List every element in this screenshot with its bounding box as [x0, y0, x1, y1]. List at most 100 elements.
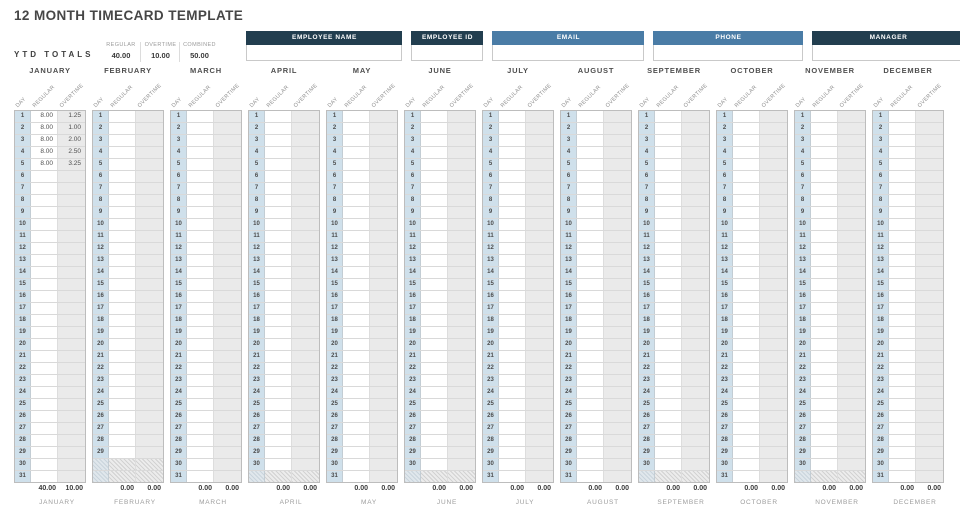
- regular-cell[interactable]: [421, 423, 448, 434]
- regular-cell[interactable]: [499, 387, 526, 398]
- regular-cell[interactable]: [265, 171, 292, 182]
- overtime-cell[interactable]: [58, 447, 85, 458]
- regular-cell[interactable]: [265, 159, 292, 170]
- overtime-cell[interactable]: [370, 399, 397, 410]
- overtime-cell[interactable]: [760, 255, 787, 266]
- overtime-cell[interactable]: [526, 411, 553, 422]
- regular-cell[interactable]: [265, 267, 292, 278]
- regular-cell[interactable]: [343, 459, 370, 470]
- overtime-cell[interactable]: [916, 387, 943, 398]
- overtime-cell[interactable]: [58, 279, 85, 290]
- regular-cell[interactable]: [889, 351, 916, 362]
- regular-cell[interactable]: [31, 471, 58, 482]
- overtime-cell[interactable]: [838, 267, 865, 278]
- overtime-cell[interactable]: [136, 363, 163, 374]
- regular-cell[interactable]: [187, 219, 214, 230]
- regular-cell[interactable]: [655, 411, 682, 422]
- regular-cell[interactable]: [109, 243, 136, 254]
- overtime-cell[interactable]: [838, 447, 865, 458]
- regular-cell[interactable]: [577, 231, 604, 242]
- overtime-cell[interactable]: [760, 123, 787, 134]
- regular-cell[interactable]: [577, 279, 604, 290]
- overtime-cell[interactable]: [916, 315, 943, 326]
- regular-cell[interactable]: [421, 459, 448, 470]
- overtime-cell[interactable]: [448, 303, 475, 314]
- overtime-cell[interactable]: [838, 135, 865, 146]
- overtime-cell[interactable]: [604, 375, 631, 386]
- regular-cell[interactable]: [577, 183, 604, 194]
- regular-cell[interactable]: [733, 315, 760, 326]
- regular-cell[interactable]: [109, 399, 136, 410]
- overtime-cell[interactable]: [604, 399, 631, 410]
- regular-cell[interactable]: [265, 315, 292, 326]
- overtime-cell[interactable]: [370, 375, 397, 386]
- overtime-cell[interactable]: [214, 111, 241, 122]
- regular-cell[interactable]: [655, 183, 682, 194]
- regular-cell[interactable]: [889, 423, 916, 434]
- overtime-cell[interactable]: [682, 351, 709, 362]
- regular-cell[interactable]: [889, 447, 916, 458]
- regular-cell[interactable]: [811, 279, 838, 290]
- overtime-cell[interactable]: [292, 351, 319, 362]
- regular-cell[interactable]: [109, 423, 136, 434]
- regular-cell[interactable]: [811, 147, 838, 158]
- overtime-cell[interactable]: [136, 243, 163, 254]
- regular-cell[interactable]: [421, 267, 448, 278]
- overtime-cell[interactable]: [136, 147, 163, 158]
- overtime-cell[interactable]: [136, 123, 163, 134]
- regular-cell[interactable]: [187, 339, 214, 350]
- overtime-cell[interactable]: [214, 231, 241, 242]
- regular-cell[interactable]: [265, 219, 292, 230]
- regular-cell[interactable]: [343, 219, 370, 230]
- regular-cell[interactable]: [655, 387, 682, 398]
- regular-cell[interactable]: [265, 111, 292, 122]
- regular-cell[interactable]: [421, 327, 448, 338]
- overtime-cell[interactable]: [292, 459, 319, 470]
- overtime-cell[interactable]: [916, 207, 943, 218]
- regular-cell[interactable]: [889, 303, 916, 314]
- regular-cell[interactable]: [343, 195, 370, 206]
- overtime-cell[interactable]: [214, 315, 241, 326]
- regular-cell[interactable]: [577, 459, 604, 470]
- regular-cell[interactable]: [499, 327, 526, 338]
- overtime-cell[interactable]: [448, 447, 475, 458]
- overtime-cell[interactable]: [58, 399, 85, 410]
- regular-cell[interactable]: [421, 243, 448, 254]
- regular-cell[interactable]: [187, 267, 214, 278]
- regular-cell[interactable]: [811, 291, 838, 302]
- regular-cell[interactable]: [577, 339, 604, 350]
- regular-cell[interactable]: [733, 291, 760, 302]
- overtime-cell[interactable]: [136, 279, 163, 290]
- regular-cell[interactable]: [343, 327, 370, 338]
- regular-cell[interactable]: [265, 459, 292, 470]
- overtime-cell[interactable]: [370, 327, 397, 338]
- overtime-cell[interactable]: [604, 183, 631, 194]
- regular-cell[interactable]: [811, 135, 838, 146]
- regular-cell[interactable]: [733, 411, 760, 422]
- overtime-cell[interactable]: [604, 255, 631, 266]
- overtime-cell[interactable]: [916, 447, 943, 458]
- regular-cell[interactable]: 8.00: [31, 123, 58, 134]
- overtime-cell[interactable]: [604, 279, 631, 290]
- regular-cell[interactable]: [811, 315, 838, 326]
- regular-cell[interactable]: [811, 435, 838, 446]
- overtime-cell[interactable]: [214, 399, 241, 410]
- overtime-cell[interactable]: [604, 207, 631, 218]
- overtime-cell[interactable]: [838, 327, 865, 338]
- overtime-cell[interactable]: [448, 243, 475, 254]
- overtime-cell[interactable]: [526, 447, 553, 458]
- overtime-cell[interactable]: [682, 111, 709, 122]
- overtime-cell[interactable]: [760, 363, 787, 374]
- regular-cell[interactable]: [499, 219, 526, 230]
- regular-cell[interactable]: [577, 255, 604, 266]
- overtime-cell[interactable]: [214, 351, 241, 362]
- regular-cell[interactable]: [421, 303, 448, 314]
- overtime-cell[interactable]: [370, 207, 397, 218]
- regular-cell[interactable]: [655, 219, 682, 230]
- regular-cell[interactable]: [655, 459, 682, 470]
- regular-cell[interactable]: [577, 423, 604, 434]
- overtime-cell[interactable]: [526, 147, 553, 158]
- regular-cell[interactable]: [499, 243, 526, 254]
- regular-cell[interactable]: [655, 327, 682, 338]
- overtime-cell[interactable]: [838, 123, 865, 134]
